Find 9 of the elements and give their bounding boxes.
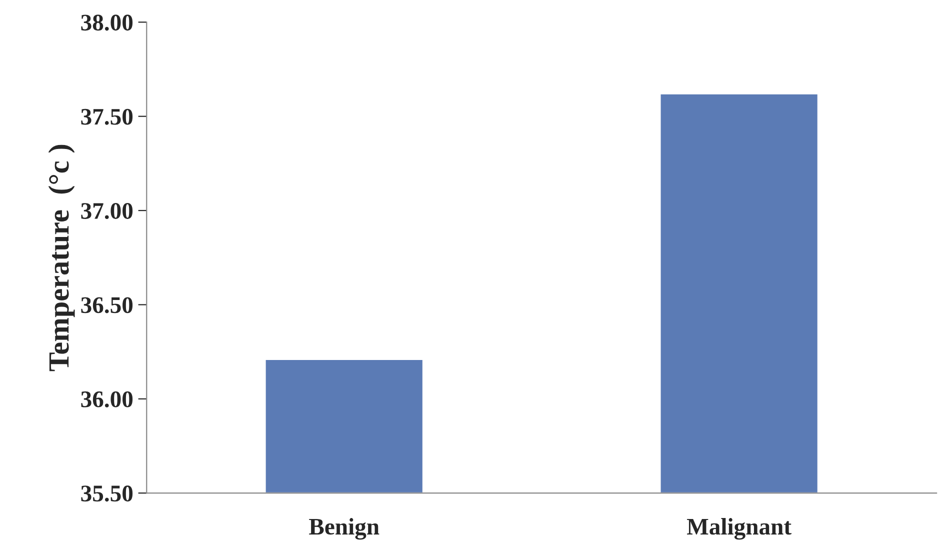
y-tick-label: 35.50 — [81, 486, 133, 502]
y-tick-label: 37.00 — [81, 203, 133, 220]
y-axis-title: Temperature (°c ) — [48, 144, 75, 372]
y-tick-label: 38.00 — [81, 14, 133, 31]
y-tick-label: 36.50 — [81, 297, 133, 314]
x-tick-label: Malignant — [686, 518, 792, 540]
x-tick-label: Benign — [309, 518, 380, 540]
y-tick-label: 37.50 — [81, 108, 133, 125]
y-tick-label: 36.00 — [81, 391, 133, 408]
